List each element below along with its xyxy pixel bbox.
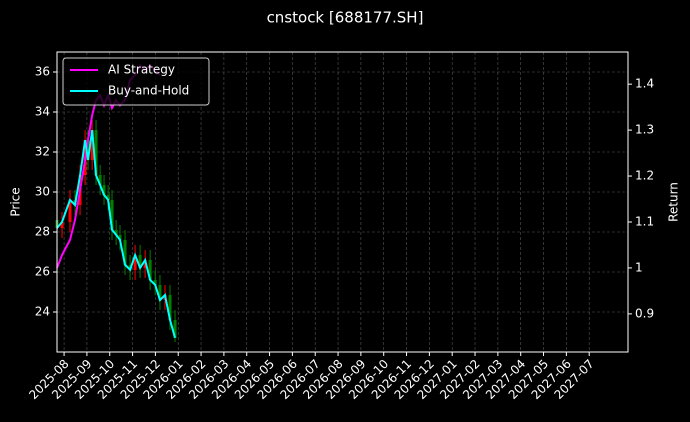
candle-body [168,295,172,320]
y2-tick-label: 1.1 [635,214,654,228]
candle-body [133,255,137,270]
y-tick-label: 36 [35,65,50,79]
candle-body [68,200,72,222]
candle-body [98,175,102,185]
candle-body [173,320,177,338]
candle-body [94,130,98,175]
y2-tick-label: 1.4 [635,77,654,91]
candle-body [123,240,127,265]
candle-body [102,185,106,195]
candle-body [158,285,162,300]
y-tick-label: 32 [35,145,50,159]
y-axis-label: Price [9,187,23,216]
candle-body [148,260,152,280]
candle-body [153,280,157,285]
candle-body [86,140,90,160]
y-tick-label: 24 [35,305,50,319]
candle-body [60,222,64,228]
legend-label: Buy-and-Hold [108,84,189,98]
line-series [56,129,176,339]
legend-box [62,57,210,106]
candle-body [90,130,94,160]
y2-tick-label: 1 [635,260,643,274]
legend-label: AI Strategy [108,63,175,77]
candle-body [110,200,114,230]
y2-tick-label: 1.2 [635,169,654,183]
y-tick-label: 28 [35,225,50,239]
y-tick-label: 34 [35,105,50,119]
y2-axis-label: Return [667,182,681,222]
candle-body [114,230,118,235]
y2-tick-label: 1.3 [635,123,654,137]
candle-body [106,195,110,200]
y-tick-label: 26 [35,265,50,279]
y-tick-label: 30 [35,185,50,199]
plot-frame [56,51,629,353]
candle-body [118,235,122,240]
y2-tick-label: 0.9 [635,306,654,320]
chart-title: cnstock [688177.SH] [267,9,424,27]
candle-body [138,255,142,268]
